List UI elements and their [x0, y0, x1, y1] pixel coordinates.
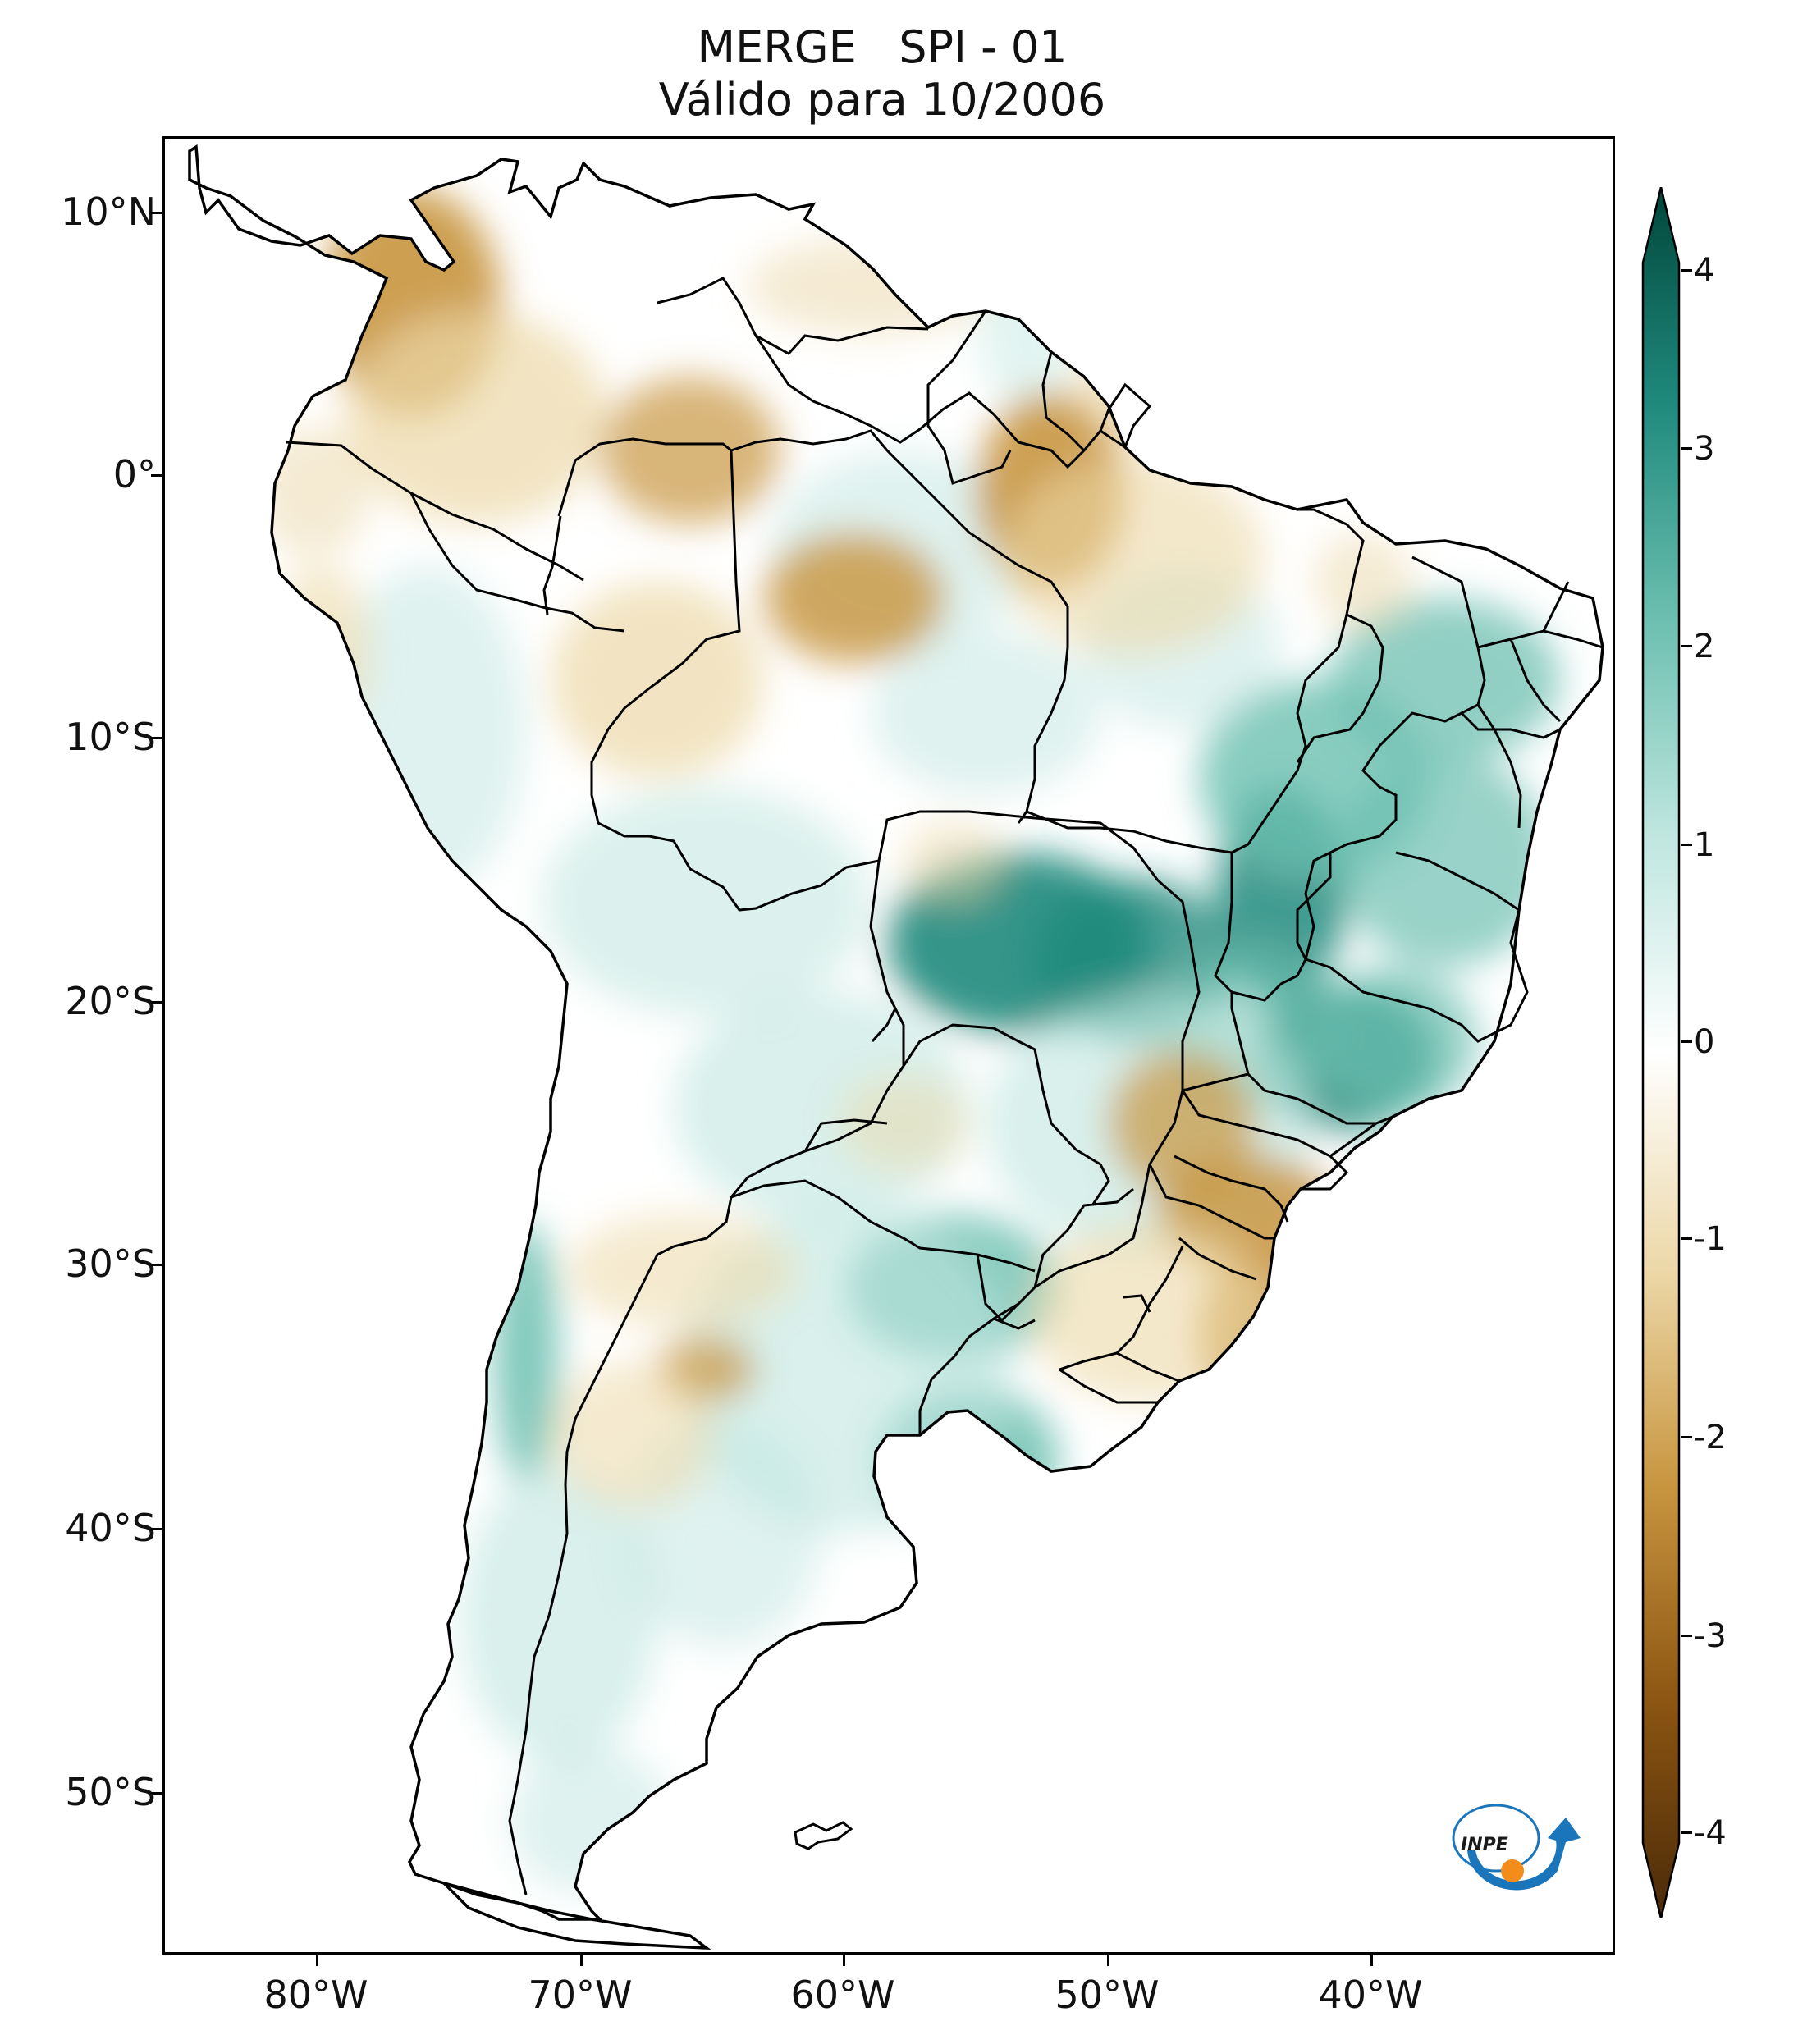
lon-tick — [843, 1955, 845, 1966]
lon-label-50w: 50°W — [1055, 1973, 1160, 2017]
dry-anomaly-patch — [748, 237, 994, 336]
lat-label-20s: 20°S — [65, 979, 156, 1023]
cbar-tick — [1681, 844, 1692, 846]
lat-tick — [151, 474, 162, 477]
spi-field — [190, 147, 1603, 1948]
cbar-tick — [1681, 1831, 1692, 1834]
lat-tick — [151, 1001, 162, 1004]
cbar-label-neg2: -2 — [1694, 1419, 1727, 1456]
lat-label-10n: 10°N — [61, 190, 156, 234]
dry-anomaly-patch — [1076, 319, 1273, 450]
lon-tick — [1370, 1955, 1373, 1966]
wet-anomaly-patch — [871, 631, 1100, 795]
map-panel — [162, 136, 1615, 1955]
wet-anomaly-patch — [542, 787, 871, 1017]
dry-anomaly-patch — [272, 565, 370, 729]
dry-anomaly-patch — [551, 1361, 715, 1509]
wet-anomaly-patch — [1330, 598, 1560, 762]
lon-label-70w: 70°W — [528, 1973, 633, 2017]
lat-tick — [151, 1528, 162, 1530]
lat-tick — [151, 1264, 162, 1266]
lon-tick — [316, 1955, 318, 1966]
lat-tick — [151, 1792, 162, 1795]
cbar-tick — [1681, 1237, 1692, 1240]
lon-tick — [1107, 1955, 1109, 1966]
continent-outline — [188, 144, 1604, 1950]
cbar-tick — [1681, 645, 1692, 647]
country-borders — [286, 277, 1604, 1895]
lon-label-40w: 40°W — [1318, 1973, 1423, 2017]
dry-anomaly-patch — [551, 582, 764, 779]
cbar-label-4: 4 — [1694, 252, 1715, 290]
lat-label-50s: 50°S — [65, 1770, 156, 1814]
lat-tick — [151, 737, 162, 739]
dry-anomaly-patch — [904, 820, 1002, 902]
dry-anomaly-patch — [838, 1074, 969, 1173]
dry-anomaly-patch — [345, 311, 608, 524]
dry-anomaly-patch — [764, 533, 945, 664]
lat-label-30s: 30°S — [65, 1241, 156, 1286]
lon-label-80w: 80°W — [263, 1973, 368, 2017]
lat-label-10s: 10°S — [65, 715, 156, 759]
map-title: MERGE SPI - 01 — [697, 21, 1068, 73]
cbar-label-1: 1 — [1694, 826, 1715, 864]
lon-label-60w: 60°W — [790, 1973, 895, 2017]
colorbar-body — [1641, 187, 1681, 1918]
cbar-tick — [1681, 1436, 1692, 1438]
lon-tick — [580, 1955, 583, 1966]
dry-anomaly-patch — [1002, 459, 1265, 656]
lat-label-0: 0° — [112, 452, 156, 496]
wet-anomaly-patch — [1314, 967, 1478, 1115]
dry-anomaly-patch — [567, 1214, 797, 1328]
dry-anomaly-patch — [1314, 533, 1412, 631]
logo-text: INPE — [1461, 1835, 1508, 1855]
lat-label-40s: 40°S — [65, 1506, 156, 1550]
wet-anomaly-patch — [460, 1468, 657, 1763]
map-subtitle: Válido para 10/2006 — [658, 74, 1106, 126]
lat-tick — [151, 212, 162, 214]
cbar-label-3: 3 — [1694, 430, 1715, 468]
wet-anomaly-patch — [1338, 754, 1552, 967]
spi-map — [188, 144, 1604, 1950]
cbar-tick — [1681, 1635, 1692, 1637]
wet-anomaly-patch — [510, 1747, 674, 1895]
cbar-label-2: 2 — [1694, 628, 1715, 665]
cbar-label-neg4: -4 — [1694, 1814, 1727, 1852]
wet-anomaly-patch — [493, 1222, 559, 1484]
inpe-logo: INPE — [1452, 1804, 1581, 1891]
cbar-label-neg3: -3 — [1694, 1617, 1727, 1655]
colorbar — [1641, 187, 1681, 1918]
cbar-tick — [1681, 447, 1692, 450]
cbar-tick — [1681, 1040, 1692, 1043]
falkland-islands — [794, 1821, 853, 1850]
cbar-label-0: 0 — [1694, 1023, 1715, 1061]
cbar-tick — [1681, 269, 1692, 272]
dry-anomaly-patch — [600, 377, 780, 524]
cbar-label-neg1: -1 — [1694, 1220, 1727, 1258]
